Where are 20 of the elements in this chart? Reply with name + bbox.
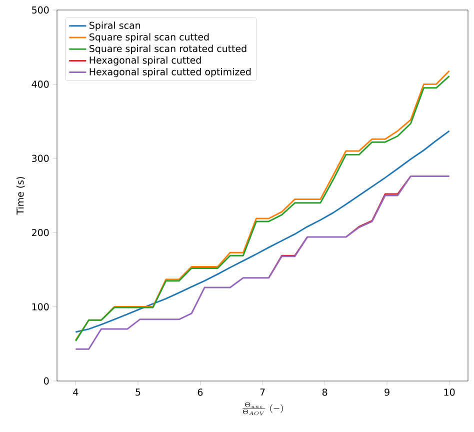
y-tick-label: 500	[32, 6, 49, 14]
x-tick-label: 6	[198, 388, 203, 396]
y-tick-label: 100	[32, 303, 49, 310]
x-tick-label: 4	[73, 388, 78, 396]
y-tick-label: 0	[44, 377, 49, 385]
x-axis-title: $\frac{\Theta_{unc}}{\Theta_{AOV}}\ \mathrm{(-)}$	[242, 402, 283, 416]
x-tick-label: 8	[322, 388, 328, 396]
x-tick-label: 10	[444, 388, 455, 396]
y-axis-title: Time (s)	[16, 177, 25, 215]
legend-label: Square spiral scan rotated cutted	[90, 44, 246, 54]
x-tick-label: 7	[260, 388, 265, 396]
legend-label: Square spiral scan cutted	[90, 33, 209, 42]
legend-label: Hexagonal spiral cutted	[90, 56, 201, 66]
y-tick-label: 400	[32, 80, 49, 88]
y-tick-label: 300	[32, 154, 49, 162]
legend-label: Hexagonal spiral cutted optimized	[90, 68, 251, 78]
x-tick-label: 9	[384, 388, 390, 396]
legend-label: Spiral scan	[90, 22, 140, 31]
y-tick-label: 200	[32, 229, 49, 236]
x-tick-label: 5	[136, 388, 140, 396]
